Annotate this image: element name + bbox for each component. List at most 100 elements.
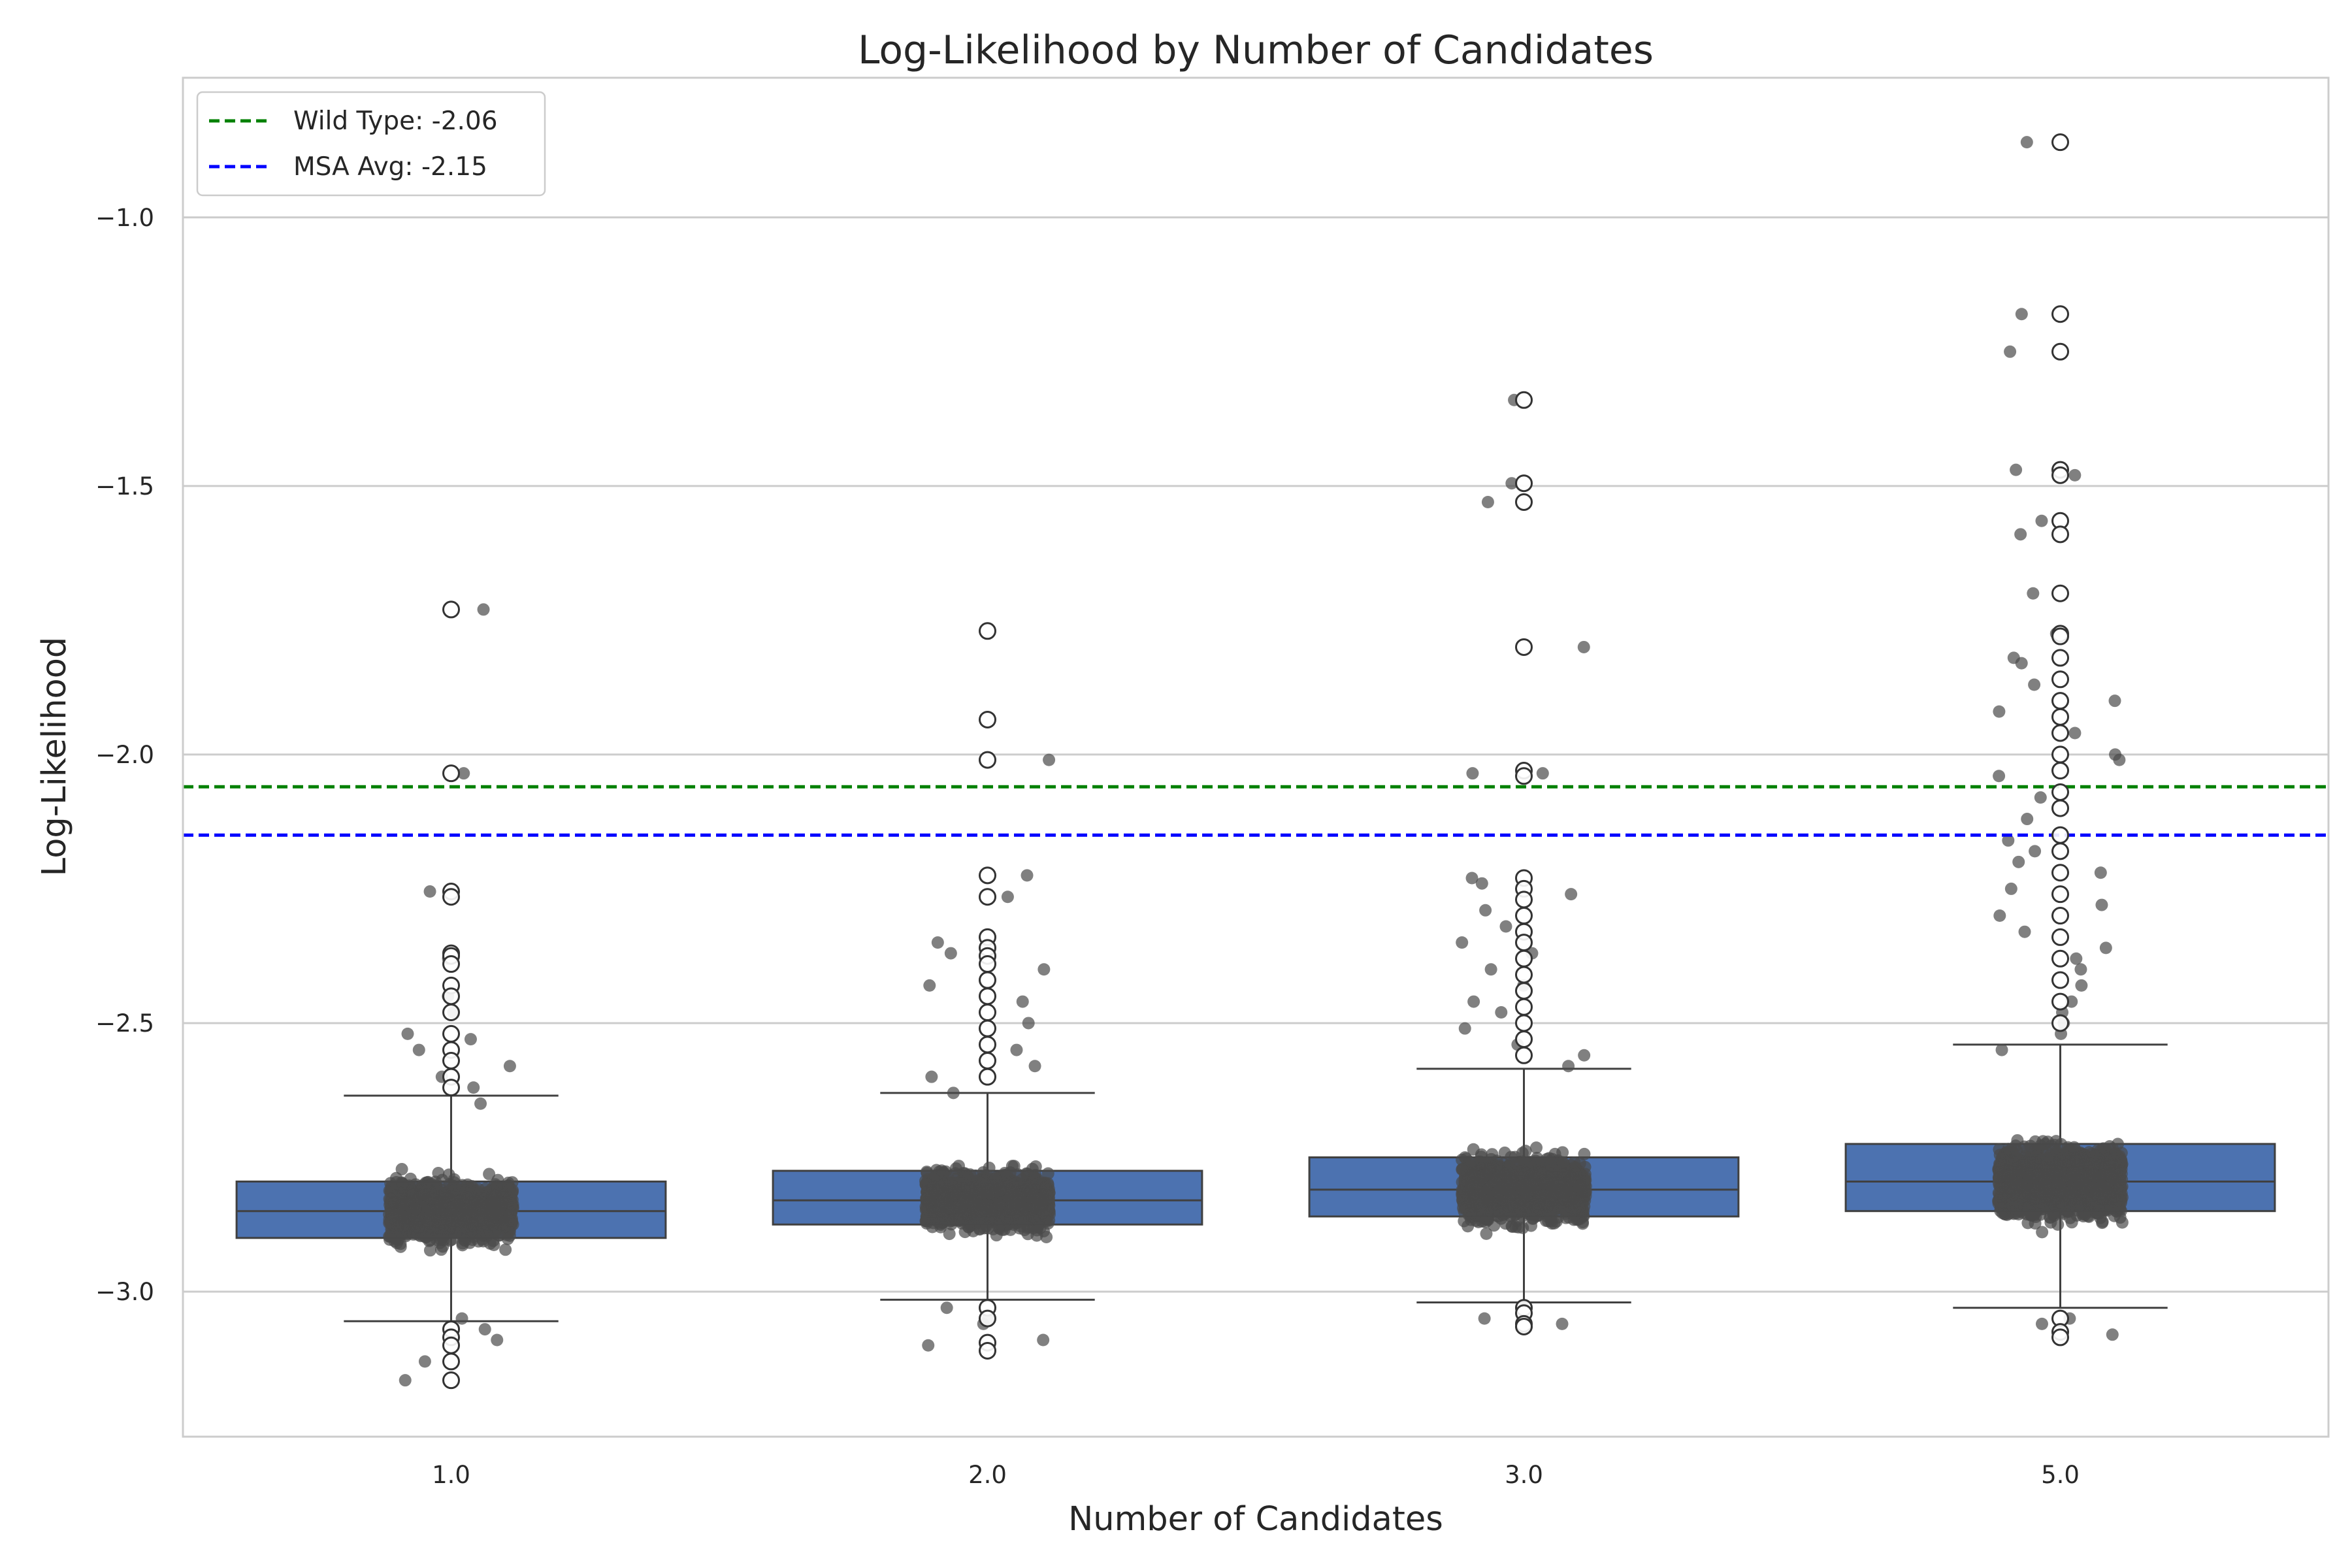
jitter-point <box>1481 495 1494 508</box>
jitter-point <box>921 1186 934 1200</box>
jitter-points <box>383 136 2129 1387</box>
jitter-point <box>1558 1196 1571 1209</box>
jitter-point <box>966 1184 979 1198</box>
jitter-point <box>923 979 936 992</box>
jitter-point <box>505 1187 518 1200</box>
jitter-point <box>973 1209 986 1222</box>
jitter-point <box>401 1027 414 1040</box>
jitter-point <box>994 1184 1007 1197</box>
jitter-point <box>1516 1147 1529 1160</box>
jitter-point <box>1028 1060 1041 1073</box>
jitter-point <box>483 1168 496 1181</box>
jitter-point <box>1578 1147 1591 1160</box>
jitter-point <box>402 1184 415 1197</box>
jitter-point <box>921 1166 934 1179</box>
jitter-point <box>1034 1222 1047 1235</box>
jitter-point <box>947 1086 960 1100</box>
jitter-point <box>1530 1141 1543 1154</box>
jitter-point <box>467 1081 480 1094</box>
jitter-point <box>1004 1194 1017 1207</box>
jitter-point <box>945 1177 958 1190</box>
jitter-point <box>412 1043 425 1056</box>
jitter-point <box>1577 640 1590 653</box>
jitter-point <box>973 1222 987 1235</box>
jitter-point <box>1043 753 1056 766</box>
jitter-point <box>506 1201 519 1215</box>
jitter-point <box>1578 1049 1591 1062</box>
jitter-point <box>1029 1160 1042 1173</box>
jitter-point <box>477 603 490 616</box>
jitter-point <box>387 1196 400 1209</box>
jitter-point <box>450 1200 463 1213</box>
jitter-point <box>1517 1200 1530 1213</box>
jitter-point <box>1467 995 1480 1008</box>
jitter-point <box>409 1202 422 1215</box>
jitter-point <box>1004 1223 1017 1236</box>
jitter-point <box>977 1199 990 1212</box>
jitter-point <box>1495 1006 1508 1019</box>
jitter-point <box>1562 1060 1575 1073</box>
jitter-point <box>1498 1146 1511 1159</box>
jitter-point <box>949 1162 962 1175</box>
jitter-point <box>1467 1143 1480 1156</box>
jitter-point <box>1500 1196 1513 1209</box>
jitter-point <box>1021 869 1034 882</box>
jitter-point <box>470 1218 483 1231</box>
jitter-point <box>1546 1174 1559 1187</box>
jitter-point <box>1475 877 1488 890</box>
jitter-point <box>474 1097 487 1110</box>
jitter-point <box>1022 1017 1035 1030</box>
jitter-point <box>1037 963 1051 976</box>
jitter-point <box>457 767 470 780</box>
jitter-point <box>1028 1171 1041 1184</box>
jitter-point <box>438 1224 451 1237</box>
jitter-point <box>1467 1192 1480 1205</box>
jitter-point <box>455 1312 468 1325</box>
jitter-point <box>1000 1168 1013 1181</box>
jitter-point <box>925 1070 938 1083</box>
jitter-point <box>994 1217 1007 1230</box>
jitter-point <box>490 1208 503 1221</box>
jitter-point <box>1553 1163 1566 1176</box>
jitter-point <box>1486 1148 1499 1161</box>
jitter-point <box>491 1333 504 1347</box>
jitter-point <box>395 1163 408 1176</box>
jitter-point <box>1556 1317 1569 1330</box>
jitter-point <box>931 936 944 949</box>
jitter-point <box>481 1228 494 1241</box>
jitter-point <box>1006 1178 1019 1191</box>
jitter-point <box>1546 1185 1560 1198</box>
jitter-point <box>1480 1227 1493 1240</box>
jitter-point <box>1543 1152 1556 1165</box>
jitter-point <box>941 1213 954 1226</box>
jitter-point <box>477 1205 490 1218</box>
jitter-point <box>501 1232 514 1245</box>
jitter-point <box>464 1033 477 1046</box>
jitter-point <box>1542 1215 1555 1228</box>
jitter-point <box>964 1215 977 1228</box>
jitter-point <box>392 1226 405 1239</box>
jitter-point <box>1004 1212 1017 1225</box>
jitter-point <box>1456 936 1469 949</box>
jitter-point <box>503 1060 516 1073</box>
jitter-point <box>1511 1214 1524 1227</box>
jitter-point <box>1539 1198 1552 1211</box>
jitter-point <box>964 1197 977 1210</box>
jitter-point <box>1573 1197 1586 1210</box>
jitter-point <box>948 1201 961 1214</box>
jitter-point <box>423 1229 436 1242</box>
jitter-point <box>1499 920 1512 933</box>
jitter-point <box>385 1180 398 1193</box>
jitter-point <box>1007 1160 1021 1173</box>
jitter-point <box>445 1188 458 1201</box>
jitter-point <box>1495 1164 1509 1177</box>
jitter-point <box>1010 1043 1023 1056</box>
jitter-point <box>983 1187 996 1200</box>
jitter-point <box>1536 767 1549 780</box>
jitter-point <box>427 1214 440 1227</box>
jitter-point <box>423 885 436 898</box>
jitter-point <box>944 947 957 960</box>
jitter-point <box>992 1198 1005 1211</box>
